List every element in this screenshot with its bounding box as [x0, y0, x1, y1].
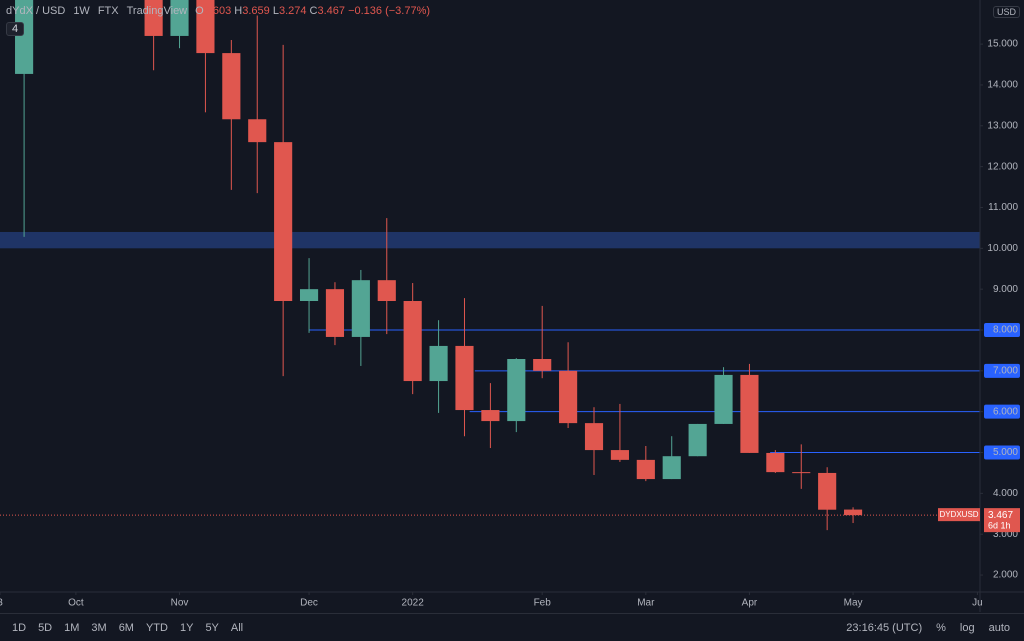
- ohlc: O3.603 H3.659 L3.274 C3.467 −0.136 (−3.7…: [195, 5, 431, 17]
- candle-body: [274, 142, 293, 302]
- x-tick-label: Mar: [637, 598, 655, 609]
- candle-body: [636, 459, 655, 480]
- clock: 23:16:45 (UTC): [846, 621, 923, 634]
- legend-header: dYdX / USD 1W FTX TradingView O3.603 H3.…: [6, 5, 430, 17]
- source: TradingView: [126, 5, 188, 17]
- y-tick-label: 9.000: [993, 284, 1018, 295]
- candle-body: [299, 289, 319, 302]
- level-axis-tag: [984, 404, 1020, 419]
- axis-option[interactable]: auto: [988, 621, 1010, 634]
- x-tick-label: Ju: [972, 598, 983, 609]
- candle-body: [429, 345, 448, 382]
- candle-body: [481, 410, 500, 422]
- candle-body: [818, 472, 837, 510]
- candle-body: [662, 456, 681, 480]
- y-tick-label: 5.000: [993, 447, 1018, 458]
- candle-body: [222, 53, 241, 120]
- y-tick-label: 4.000: [993, 488, 1018, 499]
- level-axis-tag: [984, 323, 1020, 338]
- x-tick-label: May: [844, 598, 863, 609]
- countdown: 6d 1h: [988, 521, 1011, 531]
- candle-body: [766, 452, 785, 473]
- plot-area: [0, 0, 980, 531]
- axis-option[interactable]: %: [936, 621, 946, 634]
- range-button[interactable]: 1Y: [179, 621, 194, 634]
- open-value: 3.603: [203, 5, 232, 17]
- candle-body: [792, 472, 811, 474]
- y-tick-label: 15.000: [987, 39, 1018, 50]
- range-button[interactable]: 6M: [118, 621, 134, 634]
- y-tick-label: 7.000: [993, 365, 1018, 376]
- y-tick-label: 11.000: [988, 202, 1018, 213]
- x-tick-label: Nov: [171, 598, 189, 609]
- candle-body: [196, 0, 215, 54]
- candle-body: [843, 509, 863, 516]
- chart: 2.000 3.000 4.000 5.000 6.000 7.000 8.000 9.000…: [0, 0, 1024, 612]
- candle-body: [377, 280, 396, 302]
- toolbar: 1D 5D 1M 3M 6M YTD 1Y 5Y All 23:16:45 (UTC)% log au…: [0, 613, 1024, 641]
- candle-body: [559, 370, 578, 424]
- range-button[interactable]: 5Y: [205, 621, 219, 634]
- y-tick-label: 14.000: [987, 80, 1018, 91]
- candle-body: [351, 280, 370, 337]
- y-tick-label: 10.000: [987, 243, 1018, 254]
- axis-option[interactable]: log: [959, 621, 975, 634]
- range-button[interactable]: 1D: [12, 621, 27, 634]
- candle-body: [170, 0, 189, 36]
- x-tick-label: Dec: [300, 598, 318, 609]
- currency[interactable]: USD: [992, 6, 1020, 18]
- range-button[interactable]: 5D: [38, 621, 53, 634]
- candle-body: [533, 358, 552, 371]
- candle-body: [15, 0, 34, 74]
- y-tick-label: 13.000: [987, 120, 1018, 131]
- candle-body: [688, 423, 707, 457]
- candle-body: [325, 289, 345, 337]
- zone: [0, 231, 980, 249]
- candle-body: [610, 450, 629, 460]
- change: −0.136 (−3.77%): [348, 5, 431, 17]
- candle-body: [455, 345, 474, 411]
- x-tick-label: Feb: [534, 598, 552, 609]
- x-tick-label: Oct: [68, 598, 84, 609]
- x-tick-label: 3: [0, 598, 3, 609]
- indicator-badge[interactable]: 4: [6, 22, 25, 36]
- candle-body: [403, 301, 422, 382]
- y-tick-label: 2.000: [993, 570, 1018, 581]
- price-tag: [984, 508, 1020, 533]
- x-tick-label: Apr: [742, 598, 758, 609]
- level-axis-tag: [984, 445, 1020, 460]
- close-value: 3.467: [317, 5, 346, 17]
- range-button[interactable]: 1M: [64, 621, 80, 634]
- level-axis-tag: [984, 363, 1020, 378]
- range-button[interactable]: All: [230, 621, 244, 634]
- y-tick-label: 12.000: [987, 161, 1018, 172]
- exchange: FTX: [97, 5, 119, 17]
- candle-body: [714, 374, 733, 424]
- candle-body: [507, 358, 526, 422]
- y-tick-label: 8.000: [993, 325, 1018, 336]
- x-tick-label: 2022: [402, 598, 425, 609]
- y-tick-label: 3.000: [993, 529, 1018, 540]
- range-button[interactable]: 3M: [91, 621, 107, 634]
- low-value: 3.274: [278, 5, 307, 17]
- candle-body: [248, 119, 267, 143]
- interval: 1W: [73, 5, 90, 17]
- y-tick-label: 6.000: [993, 406, 1018, 417]
- candle-body: [740, 374, 759, 453]
- symbol-tag: [938, 508, 980, 522]
- candle-body: [584, 423, 604, 451]
- symbol: dYdX / USD: [6, 5, 66, 17]
- price-label: 3.467: [988, 510, 1013, 521]
- range-button[interactable]: YTD: [145, 621, 168, 634]
- candle-body: [144, 0, 163, 36]
- high-value: 3.659: [242, 5, 270, 17]
- symbol-label: DYDXUSD: [939, 510, 978, 519]
